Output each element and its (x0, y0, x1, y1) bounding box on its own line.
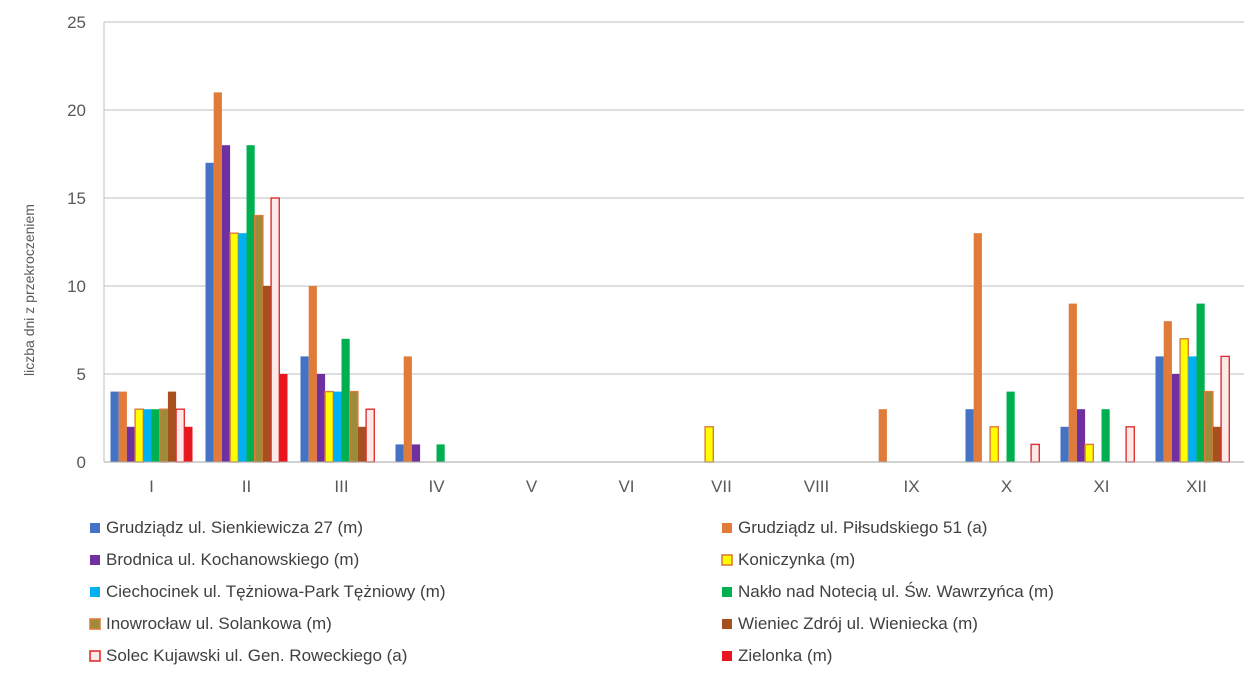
bar (1171, 374, 1181, 462)
legend-swatch (722, 619, 732, 629)
bar (1196, 303, 1205, 462)
legend-swatch (90, 523, 100, 533)
bar (158, 408, 169, 463)
bar (300, 356, 309, 462)
bar (143, 409, 152, 462)
legend: Grudziądz ul. Sienkiewicza 27 (m) Grudzią… (89, 518, 1054, 665)
legend-label: Grudziądz ul. Sienkiewicza 27 (m) (106, 518, 363, 537)
bar (270, 197, 281, 463)
bar (1068, 303, 1077, 462)
x-tick-label: VIII (804, 477, 830, 496)
bar (1163, 321, 1172, 462)
legend-swatch (89, 650, 101, 662)
bar (395, 444, 404, 462)
bar (1076, 409, 1086, 462)
bar (1179, 338, 1189, 463)
bar (308, 286, 317, 462)
bar (213, 92, 222, 463)
bar (167, 391, 177, 462)
bar (357, 426, 367, 462)
bar (229, 232, 240, 463)
x-tick-label: III (334, 477, 348, 496)
bar (279, 374, 288, 462)
legend-label: Inowrocław ul. Solankowa (m) (106, 614, 332, 633)
bar (253, 214, 264, 463)
bar (238, 233, 247, 462)
y-tick-label: 0 (77, 453, 86, 472)
bar (333, 391, 342, 462)
bar (341, 338, 350, 462)
bar (1006, 391, 1015, 462)
y-tick-label: 5 (77, 365, 86, 384)
y-tick-label: 10 (67, 277, 86, 296)
y-tick-label: 25 (67, 13, 86, 32)
bar (126, 426, 136, 462)
x-tick-label: XII (1186, 477, 1207, 496)
legend-label: Grudziądz ul. Piłsudskiego 51 (a) (738, 518, 987, 537)
bar (989, 426, 999, 463)
bar (1188, 356, 1197, 462)
x-tick-label: V (526, 477, 538, 496)
bar (411, 444, 421, 462)
bar (184, 426, 193, 462)
legend-swatch (722, 587, 732, 597)
legend-label: Wieniec Zdrój ul. Wieniecka (m) (738, 614, 978, 633)
legend-label: Brodnica ul. Kochanowskiego (m) (106, 550, 359, 569)
legend-swatch (90, 555, 100, 565)
legend-label: Koniczynka (m) (738, 550, 855, 569)
bar (1203, 390, 1214, 463)
legend-swatch (722, 651, 732, 661)
bar (349, 390, 359, 463)
x-tick-label: IX (903, 477, 919, 496)
y-tick-label: 20 (67, 101, 86, 120)
bar (1084, 443, 1094, 463)
bar (134, 408, 145, 463)
legend-swatch (722, 523, 732, 533)
bar (175, 408, 186, 463)
legend-label: Zielonka (m) (738, 646, 832, 665)
bar (221, 145, 231, 462)
legend-label: Solec Kujawski ul. Gen. Roweckiego (a) (106, 646, 407, 665)
bars (110, 92, 1230, 463)
y-axis: 0 5 10 15 20 25 (67, 13, 105, 472)
bar (151, 409, 160, 462)
legend-swatch (90, 587, 100, 597)
bar (965, 409, 974, 462)
legend-label: Nakło nad Notecią ul. Św. Wawrzyńca (m) (738, 582, 1054, 601)
bar (973, 233, 982, 462)
bar (436, 444, 445, 462)
x-tick-label: I (149, 477, 154, 496)
x-tick-label: II (242, 477, 251, 496)
bar (246, 145, 255, 462)
x-tick-label: VII (711, 477, 732, 496)
bar (403, 356, 412, 462)
bar (1220, 355, 1230, 463)
legend-swatch (721, 554, 733, 566)
legend-label: Ciechocinek ul. Tężniowa-Park Tężniowy (… (106, 582, 446, 601)
bar (1101, 409, 1110, 462)
bar (110, 391, 119, 462)
bar (262, 286, 272, 462)
bar (365, 408, 376, 463)
bar (1030, 443, 1040, 463)
bar (878, 409, 887, 462)
y-axis-label: liczba dni z przekroczeniem (21, 204, 37, 376)
x-tick-label: XI (1093, 477, 1109, 496)
bar (1060, 426, 1069, 462)
x-axis: I II III IV V VI VII VIII IX X XI XII (104, 461, 1244, 496)
bar (704, 426, 714, 463)
bar (118, 391, 127, 462)
x-tick-label: IV (428, 477, 445, 496)
bar (205, 162, 214, 463)
bar (1212, 426, 1222, 462)
y-tick-label: 15 (67, 189, 86, 208)
bar (324, 390, 335, 463)
x-tick-label: VI (618, 477, 634, 496)
legend-swatch (89, 618, 101, 630)
bar (1125, 426, 1135, 463)
x-tick-label: X (1001, 477, 1012, 496)
bar (316, 374, 326, 462)
bar (1155, 356, 1164, 462)
